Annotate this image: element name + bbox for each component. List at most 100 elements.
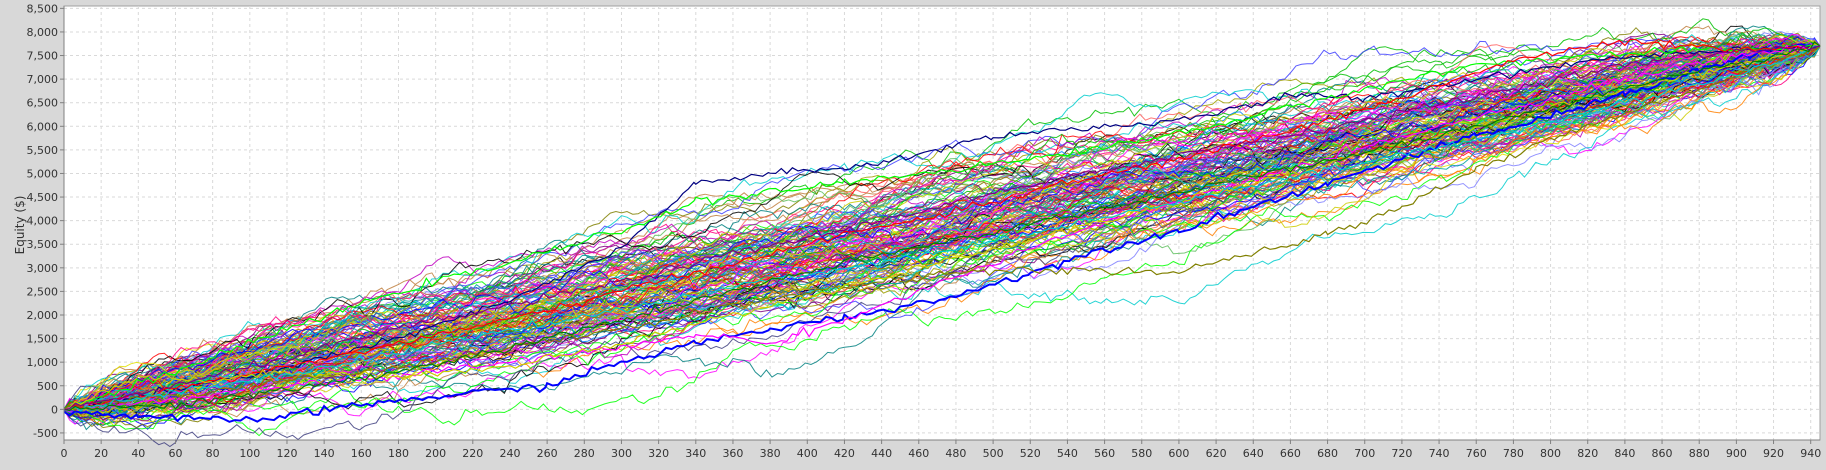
x-tick-label: 520: [1020, 447, 1041, 460]
equity-path: [63, 45, 1821, 412]
x-tick-label: 820: [1577, 447, 1598, 460]
x-tick-label: 60: [168, 447, 182, 460]
equity-path: [63, 44, 1821, 412]
equity-path: [63, 39, 1821, 410]
equity-path: [63, 45, 1821, 410]
x-tick-label: 380: [760, 447, 781, 460]
x-tick-label: 840: [1614, 447, 1635, 460]
x-tick-label: 860: [1652, 447, 1673, 460]
x-tick-label: 800: [1540, 447, 1561, 460]
x-tick-label: 180: [388, 447, 409, 460]
x-tick-label: 240: [499, 447, 520, 460]
y-tick-label: 8,000: [27, 26, 59, 39]
x-tick-label: 500: [983, 447, 1004, 460]
x-tick-label: 80: [206, 447, 220, 460]
equity-path: [63, 45, 1821, 410]
x-tick-label: 340: [685, 447, 706, 460]
equity-path: [63, 44, 1821, 410]
x-tick-label: 160: [351, 447, 372, 460]
x-tick-label: 360: [722, 447, 743, 460]
y-tick-label: 1,500: [27, 333, 59, 346]
equity-path: [63, 33, 1821, 413]
equity-path: [63, 27, 1821, 412]
x-tick-label: 20: [94, 447, 108, 460]
x-tick-label: 620: [1206, 447, 1227, 460]
y-tick-label: 6,500: [27, 97, 59, 110]
y-tick-label: 1,000: [27, 356, 59, 369]
series-lines: [63, 18, 1821, 448]
y-tick-label: 500: [37, 380, 58, 393]
x-tick-label: 580: [1131, 447, 1152, 460]
x-tick-label: 420: [834, 447, 855, 460]
x-tick-label: 640: [1243, 447, 1264, 460]
y-tick-label: 7,500: [27, 50, 59, 63]
equity-path: [63, 44, 1821, 448]
equity-path: [63, 40, 1821, 412]
equity-series-line: [63, 43, 1821, 423]
x-tick-label: 540: [1057, 447, 1078, 460]
x-tick-label: 440: [871, 447, 892, 460]
equity-path: [63, 41, 1821, 421]
x-tick-label: 280: [574, 447, 595, 460]
equity-series-line: [63, 44, 1821, 410]
equity-path: [63, 44, 1821, 428]
x-tick-label: 480: [945, 447, 966, 460]
equity-path: [63, 40, 1821, 417]
y-tick-label: 4,500: [27, 191, 59, 204]
equity-series-line: [63, 38, 1821, 410]
x-tick-label: 260: [537, 447, 558, 460]
equity-path: [63, 36, 1821, 411]
x-tick-label: 720: [1391, 447, 1412, 460]
y-tick-label: 3,500: [27, 238, 59, 251]
y-tick-label: 5,500: [27, 144, 59, 157]
equity-path: [63, 30, 1821, 416]
x-tick-label: 600: [1168, 447, 1189, 460]
equity-series-line: [63, 45, 1821, 412]
equity-path: [63, 38, 1821, 410]
equity-path: [63, 45, 1821, 414]
equity-series-line: [63, 45, 1821, 412]
equity-series-line: [63, 44, 1821, 410]
y-tick-label: 2,500: [27, 285, 59, 298]
equity-path: [63, 39, 1821, 410]
x-tick-label: 220: [462, 447, 483, 460]
x-tick-label: 140: [314, 447, 335, 460]
x-tick-label: 100: [239, 447, 260, 460]
x-tick-label: 300: [611, 447, 632, 460]
x-tick-label: 560: [1094, 447, 1115, 460]
y-tick-label: 3,000: [27, 262, 59, 275]
x-tick-label: 0: [61, 447, 68, 460]
x-tick-label: 40: [131, 447, 145, 460]
y-tick-label: 2,000: [27, 309, 59, 322]
equity-path: [63, 45, 1821, 410]
x-tick-label: 920: [1763, 447, 1784, 460]
x-tick-label: 760: [1466, 447, 1487, 460]
y-tick-label: -500: [33, 427, 58, 440]
x-tick-label: 120: [276, 447, 297, 460]
y-axis-title: Equity ($): [13, 196, 27, 255]
equity-path: [63, 34, 1821, 416]
x-tick-label: 700: [1354, 447, 1375, 460]
y-tick-label: 6,000: [27, 120, 59, 133]
y-tick-label: 8,500: [27, 2, 59, 15]
x-tick-label: 200: [425, 447, 446, 460]
x-tick-label: 680: [1317, 447, 1338, 460]
equity-path: [63, 45, 1821, 410]
x-tick-label: 880: [1689, 447, 1710, 460]
x-tick-label: 780: [1503, 447, 1524, 460]
x-tick-label: 320: [648, 447, 669, 460]
y-tick-label: 7,000: [27, 73, 59, 86]
equity-path: [63, 41, 1821, 414]
x-tick-label: 460: [908, 447, 929, 460]
x-tick-label: 900: [1726, 447, 1747, 460]
x-tick-label: 740: [1429, 447, 1450, 460]
x-tick-label: 400: [797, 447, 818, 460]
y-tick-label: 5,000: [27, 167, 59, 180]
x-tick-label: 940: [1800, 447, 1821, 460]
equity-series-line: [63, 44, 1821, 410]
y-tick-label: 4,000: [27, 215, 59, 228]
equity-series-line: [63, 41, 1821, 412]
